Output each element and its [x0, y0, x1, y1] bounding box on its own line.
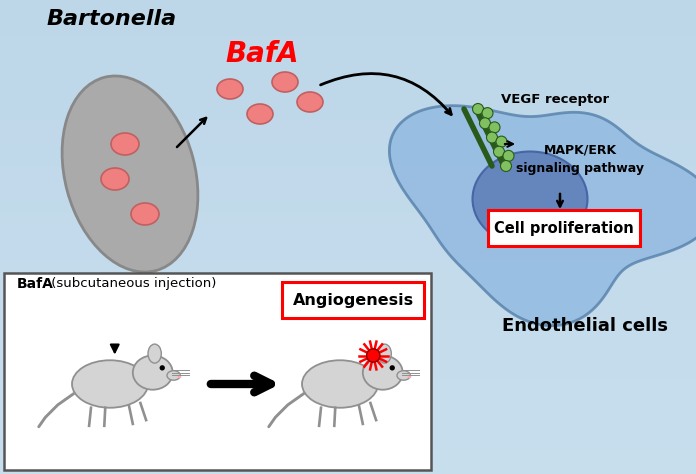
Bar	[0, 378, 696, 391]
Bar	[0, 46, 696, 59]
Text: Angiogenesis: Angiogenesis	[292, 292, 413, 308]
Ellipse shape	[131, 203, 159, 225]
Bar	[0, 118, 696, 130]
Bar	[0, 438, 696, 450]
Ellipse shape	[72, 360, 148, 408]
Ellipse shape	[247, 104, 273, 124]
Bar	[0, 70, 696, 83]
FancyBboxPatch shape	[4, 273, 431, 470]
Bar	[0, 343, 696, 356]
Bar	[0, 248, 696, 261]
Text: (subcutaneous injection): (subcutaneous injection)	[47, 277, 216, 291]
Ellipse shape	[62, 76, 198, 272]
Bar	[0, 402, 696, 415]
Bar	[0, 106, 696, 118]
Bar	[0, 58, 696, 71]
Ellipse shape	[397, 371, 411, 380]
Text: MAPK/ERK
signaling pathway: MAPK/ERK signaling pathway	[516, 144, 644, 174]
Bar	[0, 129, 696, 142]
Text: VEGF receptor: VEGF receptor	[501, 92, 609, 106]
Bar	[0, 449, 696, 462]
Bar	[0, 0, 696, 12]
Bar	[0, 141, 696, 154]
Bar	[0, 414, 696, 427]
Bar	[0, 283, 696, 296]
Bar	[0, 272, 696, 284]
Text: Endothelial cells: Endothelial cells	[502, 317, 668, 335]
Bar	[0, 366, 696, 379]
FancyBboxPatch shape	[282, 282, 424, 318]
Ellipse shape	[480, 118, 491, 129]
Text: Bartonella: Bartonella	[47, 9, 177, 29]
Ellipse shape	[496, 136, 507, 147]
Bar	[0, 153, 696, 166]
Text: BafA: BafA	[17, 277, 54, 291]
Bar	[0, 307, 696, 320]
Circle shape	[177, 374, 181, 378]
Bar	[0, 331, 696, 344]
Bar	[0, 23, 696, 36]
Bar	[0, 426, 696, 438]
Bar	[0, 260, 696, 273]
Ellipse shape	[473, 103, 484, 115]
Bar	[0, 189, 696, 201]
Ellipse shape	[148, 344, 161, 363]
Text: BafA: BafA	[226, 40, 299, 68]
Ellipse shape	[473, 152, 587, 246]
Bar	[0, 82, 696, 95]
Ellipse shape	[500, 161, 512, 172]
Ellipse shape	[101, 168, 129, 190]
Ellipse shape	[272, 72, 298, 92]
Bar	[0, 319, 696, 332]
Bar	[0, 390, 696, 403]
Ellipse shape	[217, 79, 243, 99]
Ellipse shape	[297, 92, 323, 112]
Ellipse shape	[493, 146, 505, 157]
Circle shape	[407, 374, 411, 378]
Ellipse shape	[503, 150, 514, 161]
Bar	[0, 355, 696, 367]
Bar	[0, 35, 696, 47]
Bar	[0, 165, 696, 178]
Circle shape	[390, 365, 395, 371]
Ellipse shape	[482, 108, 493, 118]
Bar	[0, 236, 696, 249]
Ellipse shape	[167, 371, 180, 380]
Bar	[0, 177, 696, 190]
FancyBboxPatch shape	[488, 210, 640, 246]
Polygon shape	[389, 106, 696, 326]
Bar	[0, 11, 696, 24]
Ellipse shape	[378, 344, 391, 363]
Bar	[0, 201, 696, 213]
Bar	[0, 94, 696, 107]
Bar	[0, 295, 696, 308]
Ellipse shape	[133, 356, 173, 390]
Ellipse shape	[302, 360, 378, 408]
Bar	[0, 212, 696, 225]
Circle shape	[367, 349, 380, 362]
Ellipse shape	[489, 122, 500, 133]
Ellipse shape	[111, 133, 139, 155]
Text: Cell proliferation: Cell proliferation	[494, 220, 634, 236]
Ellipse shape	[363, 356, 403, 390]
Bar	[0, 224, 696, 237]
Bar	[0, 461, 696, 474]
Ellipse shape	[487, 132, 498, 143]
Circle shape	[159, 365, 165, 371]
